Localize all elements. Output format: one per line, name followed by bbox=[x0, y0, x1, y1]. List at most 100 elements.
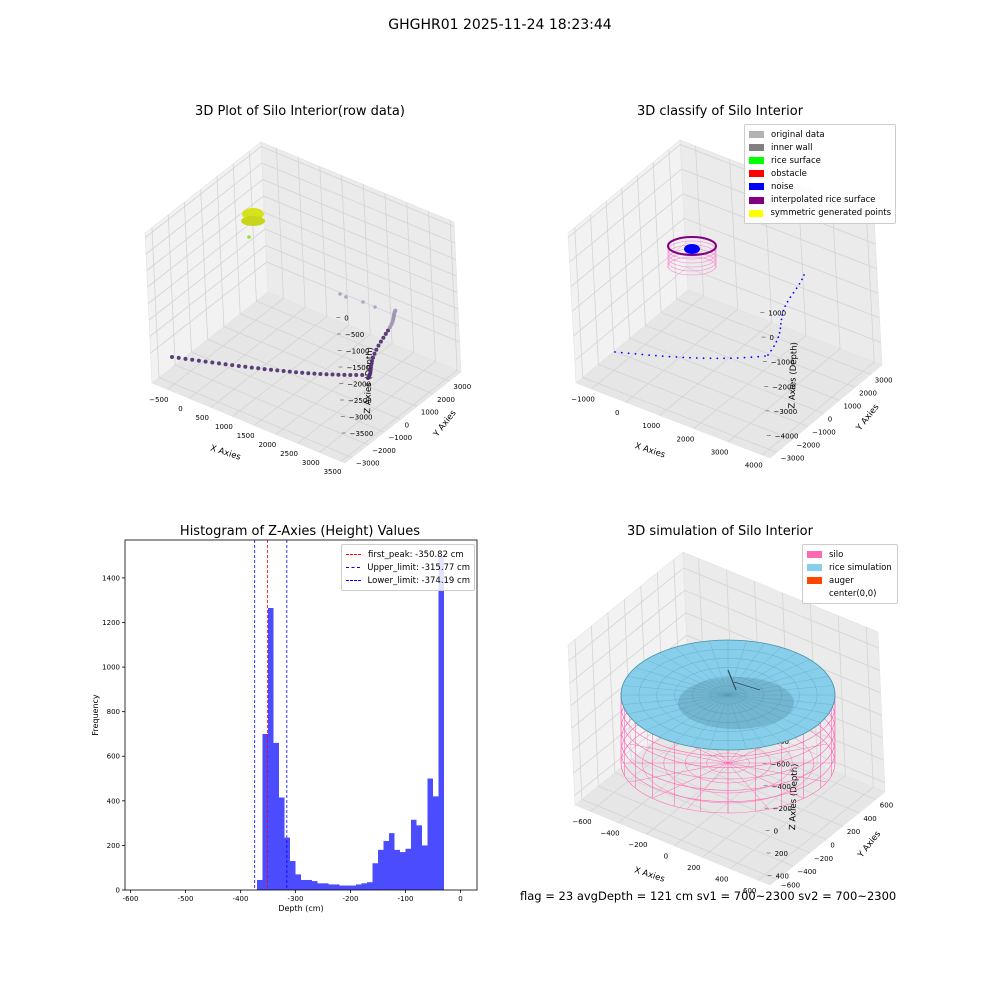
y-gridline bbox=[605, 201, 809, 427]
histogram-bar bbox=[383, 840, 389, 890]
silo-wire-ring bbox=[620, 667, 836, 768]
left-pane bbox=[567, 139, 689, 384]
data-point bbox=[389, 322, 394, 327]
y-tick-label: 2000 bbox=[859, 389, 877, 397]
rice-mesh-ring bbox=[656, 658, 800, 732]
data-point bbox=[275, 368, 280, 373]
data-point bbox=[344, 295, 348, 299]
rice-mesh-ring bbox=[709, 685, 747, 705]
data-point bbox=[183, 356, 188, 361]
x-axis-label: X Axies bbox=[209, 443, 242, 462]
noise-point bbox=[775, 340, 778, 343]
rice-mesh-spoke bbox=[691, 694, 729, 747]
data-point bbox=[269, 367, 273, 372]
data-point bbox=[354, 373, 359, 377]
z-tick-label: −1000 bbox=[346, 348, 370, 356]
noise-point bbox=[778, 331, 781, 334]
x-tick-label: 500 bbox=[196, 414, 209, 422]
data-point bbox=[236, 364, 241, 368]
legend-swatch bbox=[749, 209, 764, 217]
silo-wire-ring bbox=[667, 252, 717, 272]
rice-surface-shading bbox=[678, 677, 794, 729]
z-tick-label: 400 bbox=[776, 872, 789, 880]
y-tick-label: −1000 bbox=[812, 428, 836, 436]
x-tick-label: −400 bbox=[600, 830, 619, 838]
x-tick-label: 1500 bbox=[237, 432, 255, 440]
rice-mesh-spoke bbox=[627, 676, 729, 696]
noise-point bbox=[716, 357, 719, 360]
data-point bbox=[348, 373, 353, 377]
silo-floor-ring bbox=[663, 732, 793, 794]
y-gridline bbox=[232, 163, 434, 395]
y-tick-label: 2000 bbox=[437, 396, 455, 404]
y-tick-label: 0 bbox=[116, 887, 120, 895]
left-pane bbox=[144, 141, 269, 384]
x-gridline bbox=[275, 193, 393, 435]
noise-point bbox=[620, 351, 623, 354]
legend-line-swatch bbox=[346, 580, 361, 582]
rice-mesh-spoke bbox=[727, 694, 797, 738]
histogram-bar bbox=[334, 884, 340, 890]
noise-point bbox=[757, 355, 760, 358]
x-gridline bbox=[646, 581, 762, 835]
noise-point bbox=[614, 351, 616, 353]
silo-floor-spoke bbox=[727, 762, 804, 799]
silo-wire-ring bbox=[620, 678, 836, 780]
x-axis-label: Depth (cm) bbox=[278, 904, 323, 913]
rice-mesh-spoke bbox=[727, 676, 829, 696]
y-tick-label: −2000 bbox=[796, 441, 820, 449]
x-tick-label: 2000 bbox=[258, 441, 276, 449]
data-point bbox=[287, 369, 292, 374]
legend-label: rice simulation bbox=[829, 562, 892, 573]
y-gridline bbox=[216, 176, 418, 407]
z-tick-label: 200 bbox=[775, 850, 788, 858]
data-point bbox=[190, 357, 195, 362]
x-gridline bbox=[618, 569, 734, 824]
histogram-bar bbox=[405, 848, 411, 890]
x-tick-label: 4000 bbox=[745, 462, 763, 470]
data-point bbox=[306, 371, 311, 376]
silo-wire-ring bbox=[620, 656, 836, 757]
noise-point bbox=[773, 345, 775, 347]
histogram-bar bbox=[389, 833, 395, 890]
x-gridline bbox=[625, 159, 739, 403]
x-tick-label: −600 bbox=[572, 818, 591, 826]
z-tick-label: 0 bbox=[770, 334, 774, 342]
histogram-bar bbox=[317, 883, 323, 890]
x-tick-label: −200 bbox=[628, 841, 647, 849]
top-cluster-point bbox=[241, 216, 265, 226]
silo-wire-ring bbox=[667, 236, 717, 256]
silo-wire-ring bbox=[620, 690, 836, 791]
legend-entry: symmetric generated points bbox=[749, 207, 891, 220]
rice-mesh-spoke bbox=[635, 667, 729, 696]
rice-mesh-spoke bbox=[659, 652, 729, 696]
x-tick-label: −1000 bbox=[571, 396, 595, 404]
rice-mesh-spoke bbox=[627, 694, 729, 714]
z-tick-label: −2000 bbox=[347, 381, 371, 389]
histogram-bar bbox=[400, 852, 406, 890]
y-tick-label: 3000 bbox=[875, 376, 893, 384]
raw-point-cloud bbox=[170, 208, 398, 380]
z-gridline bbox=[573, 679, 884, 774]
histogram-bar bbox=[438, 555, 444, 890]
z-tick-label: −3000 bbox=[349, 414, 373, 422]
legend-label: first_peak: -350.82 cm bbox=[368, 549, 464, 560]
data-point bbox=[391, 317, 396, 322]
y-gridline bbox=[640, 586, 843, 827]
rice-mesh-spoke bbox=[727, 659, 811, 696]
data-point bbox=[217, 361, 221, 366]
rice-mesh-ring bbox=[692, 676, 764, 714]
simulation-legend: silo rice simulation auger center(0,0) bbox=[802, 544, 898, 605]
back-pane bbox=[260, 141, 462, 373]
data-point bbox=[294, 370, 298, 375]
histogram-bar bbox=[301, 879, 307, 890]
histogram-bar bbox=[323, 883, 329, 890]
noise-point bbox=[627, 352, 630, 355]
z-tick-label: −500 bbox=[345, 331, 364, 339]
legend-swatch bbox=[807, 564, 822, 572]
legend-label: obstacle bbox=[771, 168, 807, 179]
data-point bbox=[393, 308, 398, 313]
floor-pane bbox=[151, 291, 462, 464]
rice-mesh-spoke bbox=[727, 694, 829, 714]
raw-plot-title: 3D Plot of Silo Interior(row data) bbox=[195, 104, 405, 119]
